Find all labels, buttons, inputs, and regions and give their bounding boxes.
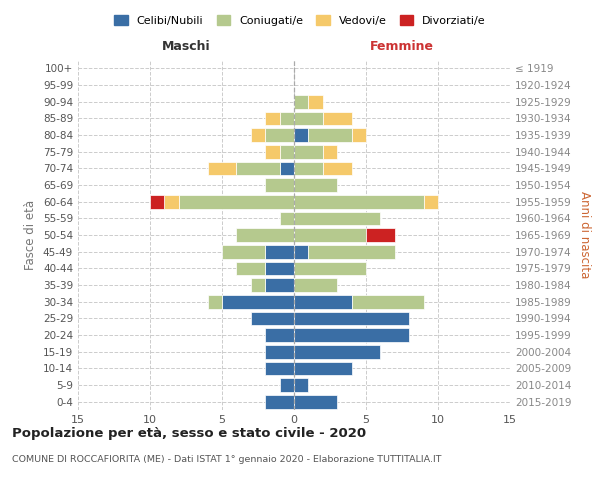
Bar	[323, 162, 352, 175]
Bar	[265, 345, 294, 358]
Bar	[179, 195, 294, 208]
Bar	[294, 162, 323, 175]
Bar	[251, 128, 265, 142]
Bar	[208, 162, 236, 175]
Bar	[294, 245, 308, 258]
Bar	[352, 295, 424, 308]
Bar	[294, 378, 308, 392]
Bar	[323, 112, 352, 125]
Bar	[251, 278, 265, 292]
Legend: Celibi/Nubili, Coniugati/e, Vedovi/e, Divorziati/e: Celibi/Nubili, Coniugati/e, Vedovi/e, Di…	[110, 10, 490, 30]
Text: Maschi: Maschi	[161, 40, 211, 52]
Bar	[294, 362, 352, 375]
Bar	[294, 395, 337, 408]
Bar	[294, 178, 337, 192]
Bar	[265, 245, 294, 258]
Bar	[366, 228, 395, 242]
Bar	[265, 362, 294, 375]
Bar	[294, 328, 409, 342]
Bar	[294, 195, 424, 208]
Bar	[308, 245, 395, 258]
Text: Femmine: Femmine	[370, 40, 434, 52]
Bar	[236, 162, 280, 175]
Bar	[280, 378, 294, 392]
Bar	[280, 162, 294, 175]
Bar	[236, 228, 294, 242]
Bar	[222, 245, 265, 258]
Bar	[265, 262, 294, 275]
Bar	[208, 295, 222, 308]
Bar	[424, 195, 438, 208]
Bar	[308, 128, 352, 142]
Bar	[265, 112, 280, 125]
Bar	[294, 145, 323, 158]
Bar	[265, 328, 294, 342]
Bar	[265, 145, 280, 158]
Bar	[294, 95, 308, 108]
Bar	[294, 312, 409, 325]
Bar	[150, 195, 164, 208]
Bar	[323, 145, 337, 158]
Text: Popolazione per età, sesso e stato civile - 2020: Popolazione per età, sesso e stato civil…	[12, 428, 366, 440]
Bar	[164, 195, 179, 208]
Bar	[308, 95, 323, 108]
Bar	[294, 262, 366, 275]
Bar	[236, 262, 265, 275]
Bar	[294, 345, 380, 358]
Bar	[265, 278, 294, 292]
Bar	[280, 145, 294, 158]
Text: COMUNE DI ROCCAFIORITA (ME) - Dati ISTAT 1° gennaio 2020 - Elaborazione TUTTITAL: COMUNE DI ROCCAFIORITA (ME) - Dati ISTAT…	[12, 455, 442, 464]
Bar	[294, 128, 308, 142]
Bar	[222, 295, 294, 308]
Bar	[294, 278, 337, 292]
Bar	[294, 228, 366, 242]
Bar	[280, 212, 294, 225]
Bar	[265, 128, 294, 142]
Bar	[265, 178, 294, 192]
Bar	[294, 212, 380, 225]
Bar	[280, 112, 294, 125]
Bar	[294, 112, 323, 125]
Bar	[294, 295, 352, 308]
Y-axis label: Anni di nascita: Anni di nascita	[578, 192, 591, 278]
Bar	[265, 395, 294, 408]
Bar	[251, 312, 294, 325]
Bar	[352, 128, 366, 142]
Y-axis label: Fasce di età: Fasce di età	[25, 200, 37, 270]
